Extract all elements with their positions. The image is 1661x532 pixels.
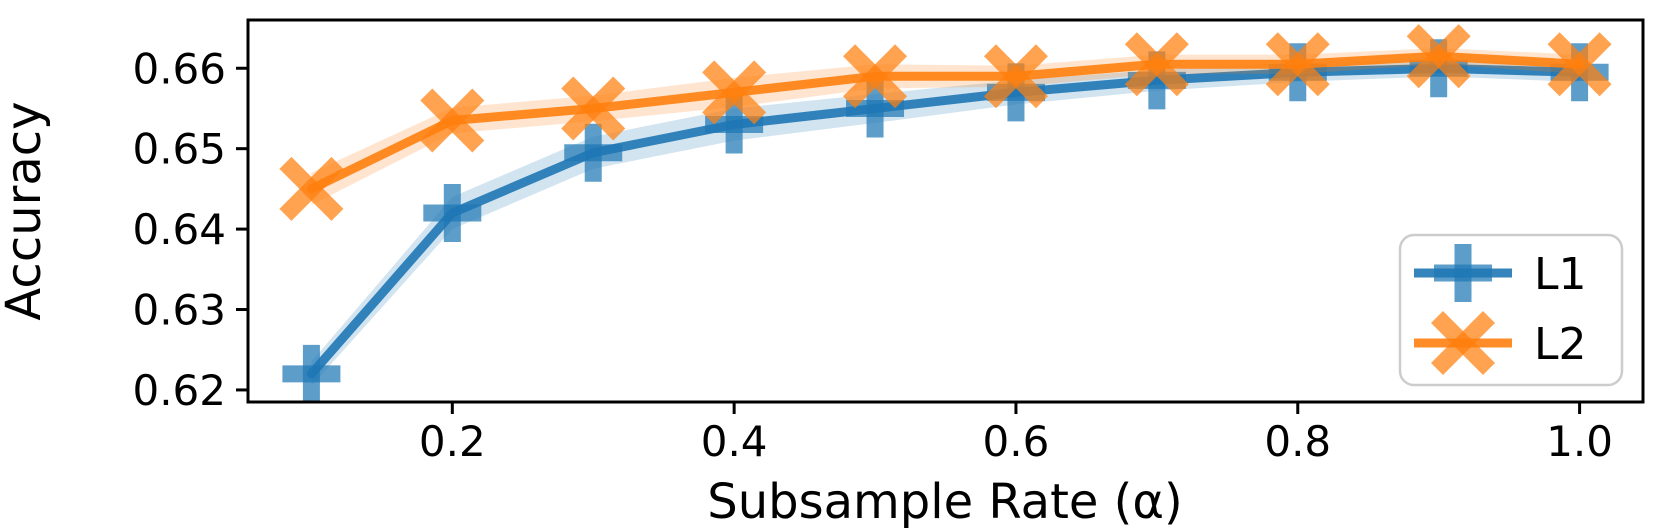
plus-marker-L1-3 xyxy=(705,95,764,154)
plus-marker-L1-4 xyxy=(846,79,905,138)
series-line-L1 xyxy=(306,63,1585,379)
y-tick-label: 0.63 xyxy=(132,286,226,335)
x-marker-L2-1 xyxy=(420,88,485,153)
x-marker-L2-6 xyxy=(1124,32,1189,97)
plot-area: 0.2 0.4 0.6 0.8 1.0 0.62 0.63 0.64 0.65 0.66 xyxy=(132,18,1645,466)
x-marker-L2-5 xyxy=(983,44,1048,109)
x-marker-L2-7 xyxy=(1265,32,1330,97)
legend-label-L1: L1 xyxy=(1534,249,1587,300)
x-tick-label: 0.2 xyxy=(419,417,486,466)
x-marker-L2-2 xyxy=(561,76,626,141)
x-tick-label: 0.8 xyxy=(1264,417,1331,466)
plot-border xyxy=(246,18,1645,404)
y-tick-label: 0.64 xyxy=(132,205,226,254)
y-tick-label: 0.66 xyxy=(132,44,226,93)
x-marker-L2-3 xyxy=(702,60,767,125)
y-axis-label: Accuracy xyxy=(0,101,52,320)
y-tick-label: 0.62 xyxy=(132,366,226,415)
x-marker-L2-8 xyxy=(1406,24,1471,89)
x-axis-label: Subsample Rate (α) xyxy=(707,474,1183,530)
plus-marker-legend-L1 xyxy=(1434,244,1492,302)
series-line-L2 xyxy=(306,51,1585,194)
plus-marker-L1-1 xyxy=(423,184,482,243)
x-marker-L2-9 xyxy=(1547,32,1612,97)
x-tick-label: 1.0 xyxy=(1546,417,1613,466)
x-tick-label: 0.4 xyxy=(701,417,768,466)
y-tick-label: 0.65 xyxy=(132,125,226,174)
x-tick-label: 0.6 xyxy=(983,417,1050,466)
plus-marker-L1-2 xyxy=(564,123,623,182)
legend-label-L2: L2 xyxy=(1534,319,1587,370)
x-marker-legend-L2 xyxy=(1430,310,1496,376)
legend-entry-L1: L1 xyxy=(1414,244,1587,302)
x-marker-L2-4 xyxy=(843,44,908,109)
x-marker-L2-0 xyxy=(279,156,344,221)
legend-entry-L2: L2 xyxy=(1414,310,1587,376)
plus-marker-L1-0 xyxy=(282,344,341,403)
